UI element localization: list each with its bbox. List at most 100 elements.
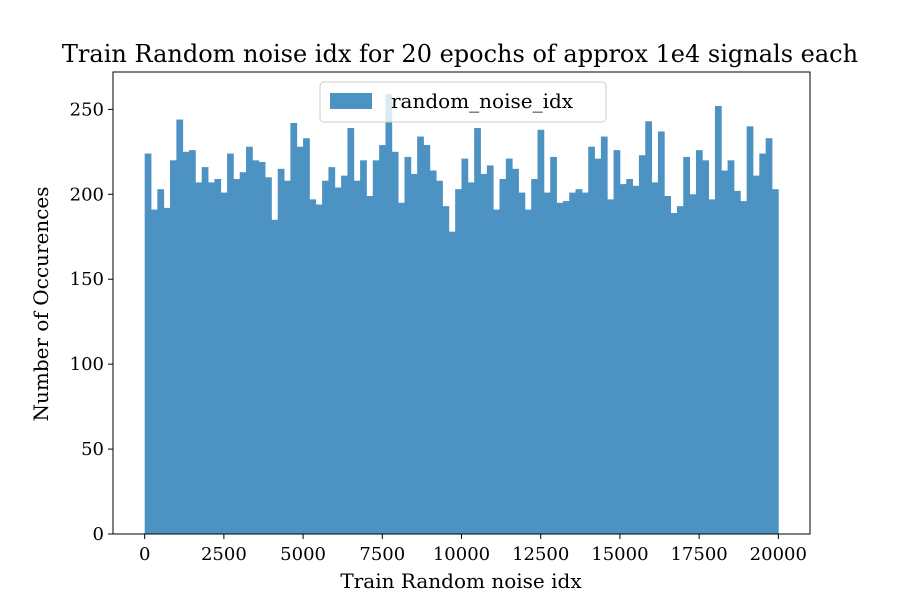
y-tick-label: 250: [70, 99, 104, 120]
x-tick-label: 15000: [591, 544, 648, 565]
histogram-bar: [328, 167, 336, 534]
histogram-bar: [600, 136, 608, 534]
histogram-bar: [201, 167, 209, 534]
histogram-bar: [676, 206, 684, 534]
histogram-bar: [182, 151, 190, 535]
histogram-bar: [385, 94, 393, 535]
histogram-bar: [638, 155, 646, 534]
histogram-bar: [480, 173, 488, 535]
histogram-bar: [265, 177, 272, 534]
y-tick-label: 150: [70, 269, 104, 290]
x-tick-label: 7500: [359, 544, 405, 565]
histogram-bar: [524, 209, 532, 535]
histogram-bar: [176, 119, 184, 534]
histogram-bar: [645, 121, 652, 534]
histogram-bar: [290, 122, 298, 535]
histogram-bar: [157, 189, 165, 534]
histogram-bar: [322, 180, 329, 535]
histogram-bar: [759, 153, 767, 534]
histogram-bar: [233, 179, 241, 534]
chart-title: Train Random noise idx for 20 epochs of …: [62, 40, 858, 68]
y-tick-label: 100: [70, 354, 104, 375]
histogram-bar: [562, 201, 570, 534]
histogram-bar: [423, 145, 431, 535]
histogram-bar: [581, 192, 589, 534]
histogram-bar: [518, 192, 526, 534]
histogram-bar: [404, 156, 412, 535]
histogram-bar: [347, 128, 355, 535]
histogram-bar: [417, 136, 424, 534]
histogram-bar: [588, 146, 595, 534]
histogram-bar: [227, 153, 234, 534]
histogram-bar: [714, 105, 722, 535]
histogram-bar: [486, 165, 494, 534]
bar-group: [144, 94, 779, 535]
histogram-bar: [277, 168, 285, 535]
histogram-bar: [341, 175, 348, 534]
legend-label: random_noise_idx: [391, 89, 574, 113]
histogram-bar: [296, 146, 304, 534]
histogram-bar: [771, 189, 779, 534]
histogram-bar: [315, 204, 323, 534]
histogram-bar: [410, 173, 418, 535]
histogram-bar: [740, 201, 748, 534]
histogram-bar: [556, 202, 564, 535]
legend-box: [319, 81, 607, 123]
histogram-bar: [442, 206, 450, 534]
histogram-bar: [632, 185, 640, 535]
histogram-bar: [670, 212, 678, 534]
histogram-bar: [246, 146, 253, 534]
x-tick-label: 17500: [670, 544, 727, 565]
histogram-bar: [391, 151, 399, 535]
x-axis: 0 2500 5000 7500 10000 12500 15000 17500 20000: [139, 534, 807, 565]
histogram-bar: [151, 209, 158, 535]
x-tick-label: 12500: [512, 544, 569, 565]
histogram-bar: [505, 158, 513, 534]
histogram-bar: [144, 153, 152, 534]
histogram-bar: [575, 189, 583, 534]
histogram-bar: [752, 175, 760, 534]
histogram-bar: [613, 150, 621, 534]
histogram-bar: [214, 179, 222, 534]
histogram-bar: [550, 156, 557, 535]
x-tick-label: 2500: [201, 544, 247, 565]
histogram-bar: [733, 190, 741, 534]
histogram-bar: [727, 160, 735, 534]
histogram-bar: [189, 150, 196, 534]
histogram-bar: [695, 150, 703, 534]
histogram-bar: [239, 172, 247, 534]
histogram-bar: [702, 160, 710, 534]
histogram-bar: [537, 129, 545, 534]
histogram-bar: [353, 180, 361, 535]
histogram-bar: [569, 192, 576, 534]
histogram-bar: [626, 179, 633, 534]
histogram-bar: [746, 126, 754, 535]
histogram-bar: [303, 138, 310, 534]
x-axis-label: Train Random noise idx: [340, 569, 582, 593]
histogram-bar: [258, 162, 266, 534]
histogram-bar: [461, 158, 469, 534]
histogram-bar: [657, 131, 665, 534]
histogram-bar: [429, 170, 437, 534]
histogram-bar: [366, 195, 374, 534]
histogram-bar: [493, 209, 500, 535]
histogram-bar: [170, 160, 177, 534]
histogram-bar: [651, 182, 659, 534]
y-tick-label: 200: [70, 184, 104, 205]
histogram-bar: [163, 207, 171, 534]
x-tick-label: 10000: [433, 544, 490, 565]
histogram-bar: [372, 160, 380, 534]
histogram-bar: [455, 189, 462, 534]
histogram-bar: [721, 170, 729, 534]
y-axis-label: Number of Occurences: [29, 187, 53, 422]
histogram-bar: [708, 199, 716, 534]
histogram-bar: [531, 179, 538, 534]
histogram-bar: [220, 192, 228, 534]
y-axis: 0 50 100 150 200 250: [70, 99, 113, 545]
histogram-bar: [208, 182, 215, 534]
legend-swatch: [330, 93, 372, 109]
histogram-bar: [543, 192, 551, 534]
histogram-bar: [619, 184, 627, 534]
x-tick-label: 0: [139, 544, 150, 565]
